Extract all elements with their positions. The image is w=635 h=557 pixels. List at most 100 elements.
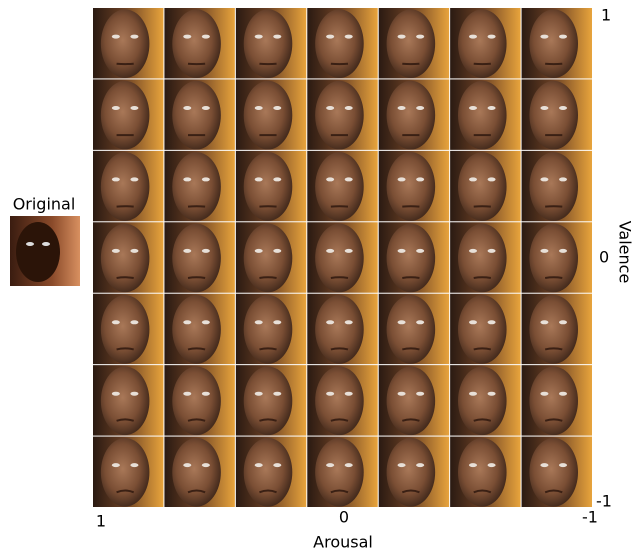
face: [387, 152, 436, 221]
eye: [345, 177, 353, 181]
face: [172, 438, 221, 507]
face: [244, 295, 293, 364]
eye: [130, 106, 138, 110]
face: [529, 295, 578, 364]
eye: [183, 249, 191, 253]
eye: [469, 177, 477, 181]
eye: [326, 392, 334, 396]
face: [458, 9, 507, 78]
eye: [273, 177, 281, 181]
mouth: [474, 348, 491, 349]
eye: [273, 106, 281, 110]
face: [244, 367, 293, 436]
face: [101, 81, 150, 150]
eye: [398, 392, 406, 396]
y-tick-label: 0: [599, 248, 609, 267]
eye: [202, 249, 210, 253]
face: [387, 224, 436, 293]
eye: [416, 320, 424, 324]
face: [387, 295, 436, 364]
mouth: [545, 348, 562, 349]
mouth: [545, 277, 562, 278]
eye: [345, 463, 353, 467]
eye: [540, 249, 548, 253]
eye: [183, 463, 191, 467]
face: [315, 367, 364, 436]
face: [529, 81, 578, 150]
eye: [112, 392, 120, 396]
face: [244, 438, 293, 507]
eye: [202, 463, 210, 467]
y-tick-label: 1: [601, 6, 611, 25]
face: [529, 152, 578, 221]
eye: [255, 320, 263, 324]
eye: [398, 249, 406, 253]
face: [458, 152, 507, 221]
eye: [559, 320, 567, 324]
eye: [398, 463, 406, 467]
y-axis-label: Valence: [616, 221, 635, 284]
eye: [540, 177, 548, 181]
eye: [345, 392, 353, 396]
eye: [416, 177, 424, 181]
face: [172, 295, 221, 364]
eye: [183, 392, 191, 396]
eye: [130, 463, 138, 467]
face: [458, 224, 507, 293]
mouth: [188, 348, 205, 349]
face: [172, 9, 221, 78]
eye: [273, 35, 281, 39]
eye: [345, 106, 353, 110]
eye: [416, 463, 424, 467]
eye: [130, 177, 138, 181]
eye: [326, 249, 334, 253]
face: [315, 81, 364, 150]
eye: [202, 35, 210, 39]
x-axis-label: Arousal: [313, 533, 373, 552]
eye: [183, 35, 191, 39]
face: [172, 224, 221, 293]
original-label: Original: [13, 195, 76, 214]
eye: [255, 463, 263, 467]
eye: [273, 249, 281, 253]
face: [387, 367, 436, 436]
eye: [326, 106, 334, 110]
eye: [202, 320, 210, 324]
face: [458, 295, 507, 364]
eye: [130, 320, 138, 324]
eye: [326, 320, 334, 324]
eye: [488, 35, 496, 39]
eye: [559, 463, 567, 467]
face: [101, 152, 150, 221]
eye: [469, 106, 477, 110]
eye: [416, 249, 424, 253]
mouth: [474, 277, 491, 278]
mouth: [402, 348, 419, 349]
eye: [469, 249, 477, 253]
eye: [255, 106, 263, 110]
face: [315, 295, 364, 364]
face: [244, 224, 293, 293]
face: [387, 81, 436, 150]
mouth: [331, 348, 348, 349]
eye: [202, 392, 210, 396]
eye: [540, 106, 548, 110]
eye: [469, 320, 477, 324]
eye: [398, 106, 406, 110]
face: [315, 224, 364, 293]
eye: [255, 177, 263, 181]
face: [244, 152, 293, 221]
mouth: [259, 277, 276, 278]
eye: [255, 392, 263, 396]
eye: [112, 463, 120, 467]
eye: [183, 177, 191, 181]
face: [529, 224, 578, 293]
eye: [112, 320, 120, 324]
eye: [540, 320, 548, 324]
eye: [326, 177, 334, 181]
eye: [255, 249, 263, 253]
eye: [488, 249, 496, 253]
y-tick-label: -1: [596, 492, 612, 511]
eye: [202, 177, 210, 181]
mouth: [259, 348, 276, 349]
